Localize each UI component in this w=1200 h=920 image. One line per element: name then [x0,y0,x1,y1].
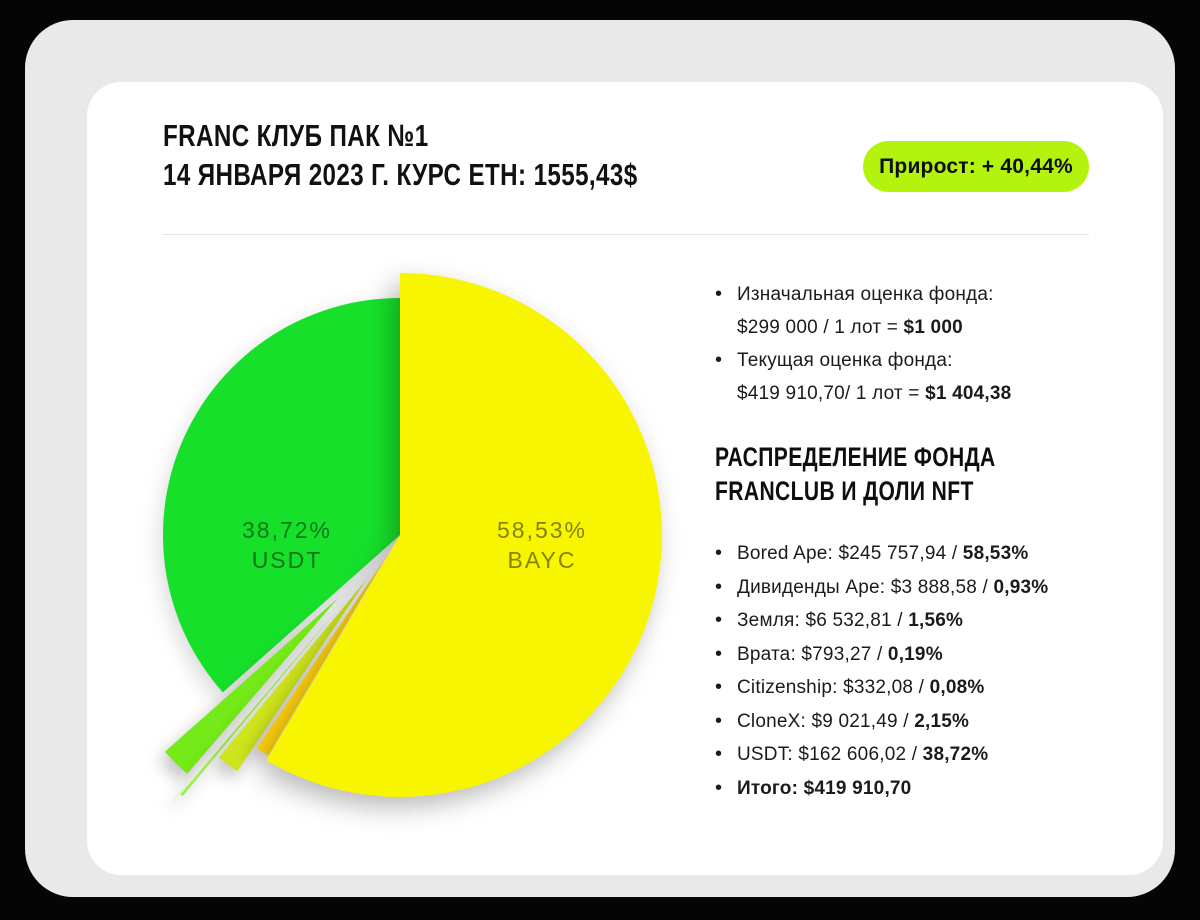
valuation-value: $419 910,70/ 1 лот = [737,383,926,404]
valuation-label: Изначальная оценка фонда: [737,284,994,305]
holding-item: USDT: $162 606,02 / 38,72% [715,738,1115,772]
pie-slice-Citizenship [172,614,332,802]
bullet-dot [715,671,737,705]
report-card: FRANC КЛУБ ПАК №1 14 ЯНВАРЯ 2023 Г. КУРС… [87,82,1163,875]
divider [163,234,1089,235]
holding-item: Bored Ape: $245 757,94 / 58,53% [715,537,1115,571]
bullet-dot [715,772,737,806]
holding-text: CloneX: $9 021,49 / [737,710,915,732]
bullet-dot [715,604,737,638]
bullet-dot [715,278,737,344]
pie-slice-label-BAYC: 58,53% BAYC [497,517,587,573]
holding-item: CloneX: $9 021,49 / 2,15% [715,705,1115,739]
pie-slice-BAYC [266,273,662,797]
pie-chart: 38,72% USDT 58,53% BAYC [162,273,662,802]
holdings-list: Bored Ape: $245 757,94 / 58,53% Дивиденд… [715,537,1115,805]
holding-text: Citizenship: $332,08 / [737,677,930,698]
valuation-value-line: $299 000 / 1 лот = $1 000 [737,311,994,344]
list-item: Текущая оценка фонда: $419 910,70/ 1 лот… [715,344,1115,410]
holding-percent: 2,15% [914,710,970,732]
bullet-dot [715,705,737,739]
right-column: Изначальная оценка фонда: $299 000 / 1 л… [715,278,1115,805]
holding-percent: 0,93% [993,576,1049,598]
valuation-label: Текущая оценка фонда: [737,350,953,371]
holding-text: Земля: $6 532,81 / [737,610,909,631]
holding-item: Citizenship: $332,08 / 0,08% [715,671,1115,705]
bullet-dot [715,638,737,672]
valuation-value-bold: $1 000 [903,317,963,338]
holding-item: Дивиденды Ape: $3 888,58 / 0,93% [715,571,1115,605]
holding-percent: 0,08% [929,677,985,698]
fund-valuation-list: Изначальная оценка фонда: $299 000 / 1 л… [715,278,1115,410]
holding-text: Врата: $793,27 / [737,643,888,665]
bullet-dot [715,537,737,571]
growth-badge: Прирост: + 40,44% [863,141,1089,192]
pie-slice-USDT [162,298,400,693]
section-heading: РАСПРЕДЕЛЕНИЕ ФОНДА FRANCLUB И ДОЛИ NFT [715,440,1115,508]
report-header: FRANC КЛУБ ПАК №1 14 ЯНВАРЯ 2023 Г. КУРС… [163,116,771,194]
holding-item: Врата: $793,27 / 0,19% [715,638,1115,672]
section-heading-line1: РАСПРЕДЕЛЕНИЕ ФОНДА [715,442,996,472]
valuation-value-line: $419 910,70/ 1 лот = $1 404,38 [737,377,1011,410]
list-item: Изначальная оценка фонда: $299 000 / 1 л… [715,278,1115,344]
growth-badge-label: Прирост: + 40,44% [879,154,1073,178]
holdings-total: Итого: $419 910,70 [715,772,1115,806]
pie-slice-CloneX [164,597,339,774]
report-subtitle: 14 ЯНВАРЯ 2023 Г. КУРС ETH: 1555,43$ [163,157,638,192]
valuation-value: $299 000 / 1 лот = [737,317,904,338]
holding-percent: 0,19% [887,643,943,665]
pie-slice-Врата [180,607,339,797]
valuation-value-bold: $1 404,38 [925,383,1012,404]
pie-slice-Земля [218,579,367,772]
holding-percent: 58,53% [962,543,1029,564]
holding-percent: 1,56% [908,610,964,631]
holding-text: Bored Ape: $245 757,94 / [737,543,963,564]
holding-total-value: Итого: $419 910,70 [737,777,912,799]
report-title: FRANC КЛУБ ПАК №1 [163,118,429,153]
bullet-dot [715,344,737,410]
holding-text: USDT: $162 606,02 / [737,744,923,765]
bullet-dot [715,738,737,772]
holding-percent: 38,72% [922,744,989,765]
holding-text: Дивиденды Ape: $3 888,58 / [737,576,994,598]
outer-frame: FRANC КЛУБ ПАК №1 14 ЯНВАРЯ 2023 Г. КУРС… [25,20,1175,897]
holding-item: Земля: $6 532,81 / 1,56% [715,604,1115,638]
bullet-dot [715,571,737,605]
pie-slice-Дивиденды Ape [256,556,387,756]
pie-slice-label-USDT: 38,72% USDT [242,517,332,573]
section-heading-line2: FRANCLUB И ДОЛИ NFT [715,476,974,506]
